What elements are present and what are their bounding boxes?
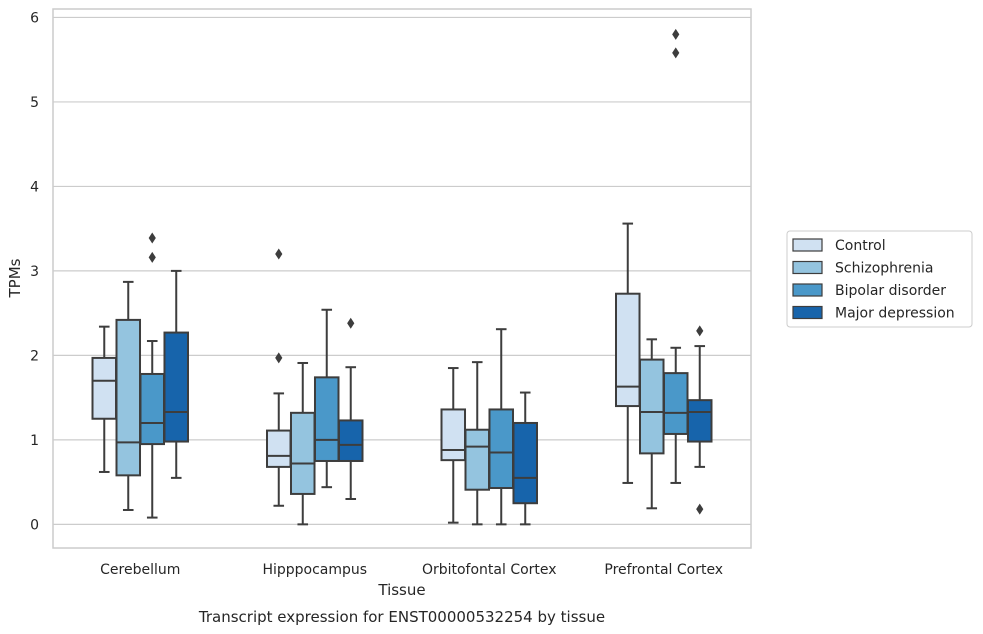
box-body [139,372,166,446]
box-0-1 [266,248,292,507]
box-body [512,421,538,505]
x-tick-label-0: Cerebellum [100,562,180,578]
box-3-1 [337,317,364,500]
box-0-2 [440,367,467,524]
outlier-0 [696,503,704,515]
box-body [337,419,364,462]
box-body [488,408,515,490]
legend-swatch-2 [792,283,823,297]
legend-label-0: Control [835,238,886,254]
y-tick-labels: 0 1 2 3 4 5 6 [30,10,39,533]
y-axis-label: TPMs [6,258,24,298]
box-1-0 [115,280,142,511]
box-body [662,372,689,435]
box-body [440,408,467,462]
series-2 [139,28,689,526]
y-tick-label-0: 0 [30,517,39,533]
box-body [313,376,340,462]
chart-title: Transcript expression for ENST0000053225… [198,608,605,626]
x-tick-label-2: Orbitofontal Cortex [422,562,557,578]
x-tick-label-1: Hipppocampus [262,562,367,578]
box-1-3 [638,338,665,510]
x-axis-label: Tissue [377,581,425,599]
box-series [91,28,713,526]
box-3-3 [686,325,713,515]
y-tick-label-2: 2 [30,348,39,364]
y-tick-label-4: 4 [30,179,39,195]
box-body [464,428,491,491]
outlier-1 [696,325,704,337]
box-body [163,331,189,443]
box-body [115,318,142,477]
box-body [289,411,316,495]
outlier-0 [275,352,283,364]
box-1-1 [289,361,316,526]
box-body [638,358,665,455]
legend-label-1: Schizophrenia [835,261,933,277]
box-2-0 [139,232,166,519]
box-2-3 [662,28,689,484]
box-1-2 [464,361,491,526]
box-body [686,399,713,443]
box-0-0 [91,325,118,473]
legend-swatch-1 [792,260,823,275]
y-tick-label-5: 5 [30,95,39,111]
box-body [91,356,118,420]
legend-label-2: Bipolar disorder [835,283,946,299]
y-tick-label-6: 6 [30,10,39,26]
box-3-2 [512,391,538,526]
legend-swatch-0 [792,238,823,252]
box-body [615,292,641,408]
series-3 [163,269,713,526]
plot-area [52,8,752,549]
legend-frame [786,230,973,328]
legend-swatch-3 [792,305,823,320]
outlier-1 [672,28,680,40]
legend: Control Schizophrenia Bipolar disorder Majo… [786,230,973,328]
y-tick-label-3: 3 [30,264,39,280]
outlier-0 [672,47,680,59]
x-tick-labels: Cerebellum Hipppocampus Orbitofontal Corte… [100,562,723,578]
box-2-2 [488,328,515,526]
box-3-0 [163,269,189,479]
box-2-1 [313,308,340,489]
outlier-0 [148,251,156,263]
outlier-0 [347,317,355,329]
box-body [266,429,292,468]
outlier-1 [275,248,283,260]
series-0 [91,222,641,524]
outlier-1 [148,232,156,244]
series-1 [115,280,665,526]
y-tick-label-1: 1 [30,433,39,449]
x-tick-label-3: Prefrontal Cortex [604,562,723,578]
legend-label-3: Major depression [835,306,955,322]
box-0-3 [615,222,641,484]
